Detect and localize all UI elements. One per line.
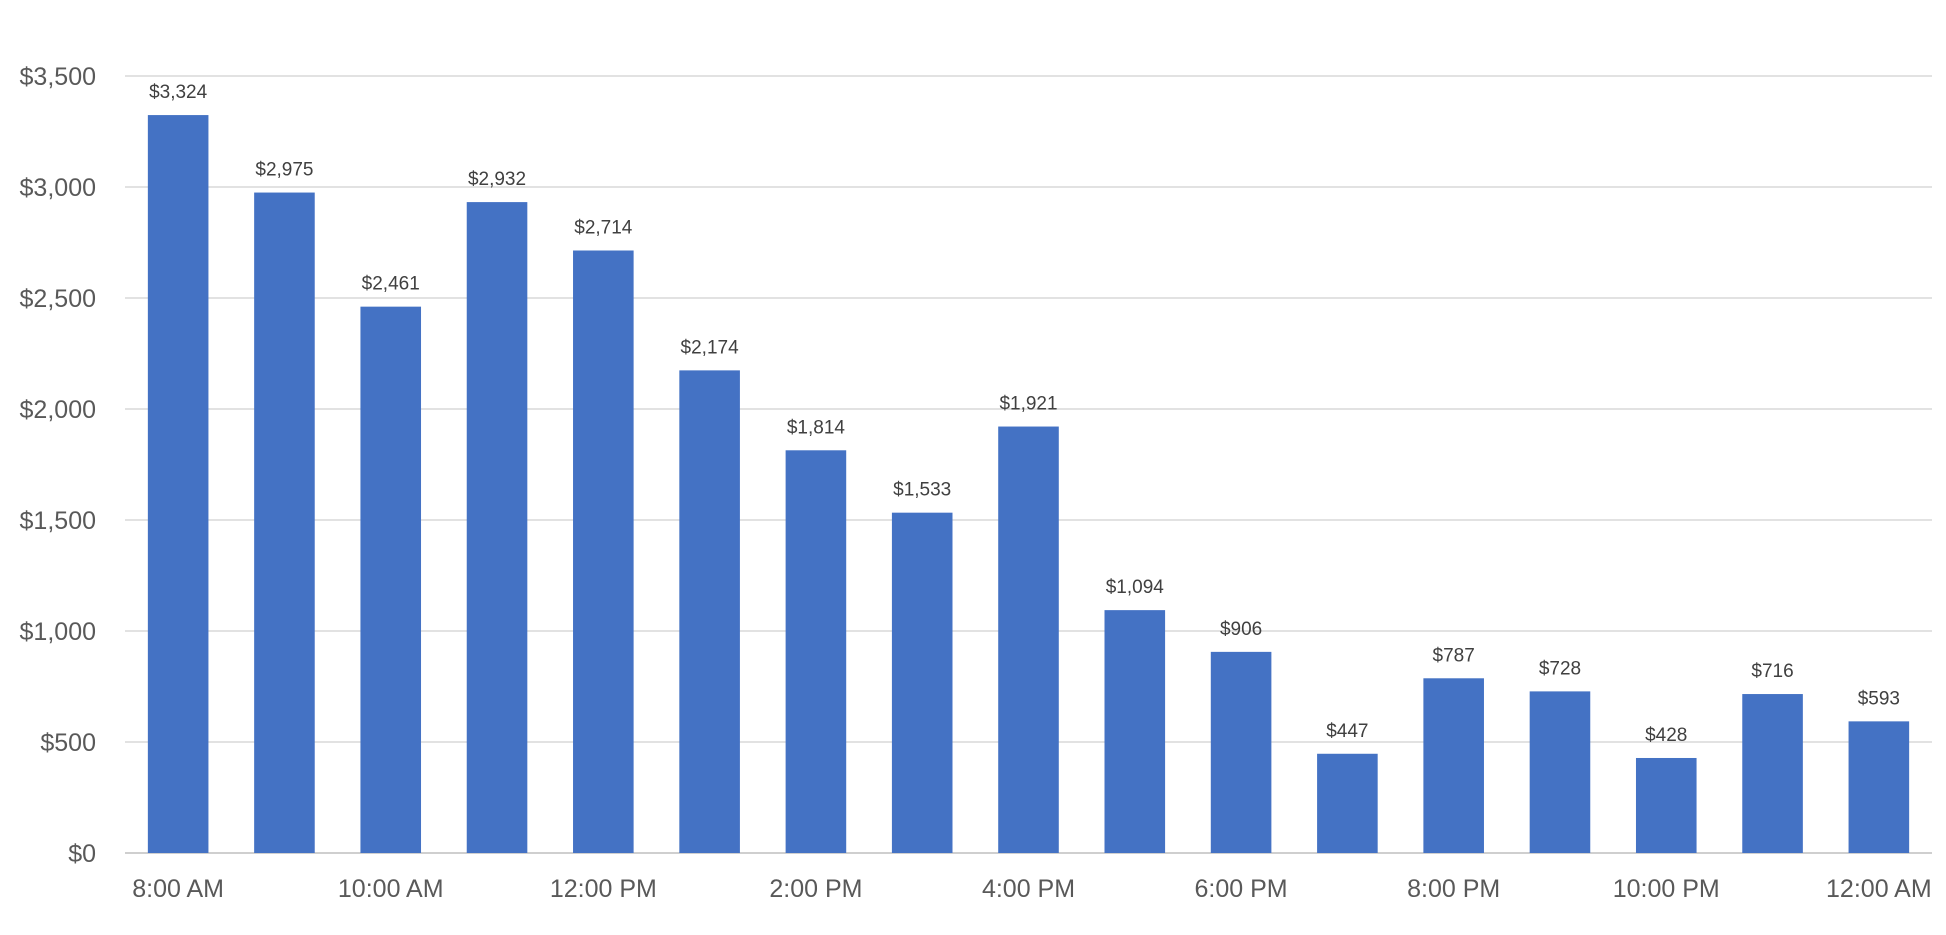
y-tick-label: $0 <box>68 840 96 868</box>
y-tick-label: $1,500 <box>20 507 96 535</box>
data-label: $428 <box>1645 725 1687 746</box>
y-tick-label: $2,000 <box>20 396 96 424</box>
data-label: $716 <box>1751 661 1793 682</box>
data-label: $728 <box>1539 658 1581 679</box>
data-label: $2,932 <box>468 169 526 190</box>
y-tick-label: $3,000 <box>20 174 96 202</box>
bar <box>466 202 528 853</box>
x-tick-label: 10:00 AM <box>338 875 444 903</box>
data-label: $1,921 <box>999 394 1057 415</box>
bar <box>147 115 209 853</box>
bar <box>1210 651 1272 853</box>
data-label: $2,461 <box>362 274 420 295</box>
data-label: $1,814 <box>787 417 846 438</box>
x-tick-label: 2:00 PM <box>769 875 862 903</box>
bar <box>1317 753 1378 853</box>
x-tick-label: 12:00 PM <box>550 875 657 903</box>
bar <box>998 426 1059 853</box>
bar <box>1848 721 1910 853</box>
x-tick-label: 12:00 AM <box>1826 875 1932 903</box>
bar <box>891 512 953 853</box>
data-label: $1,094 <box>1106 577 1165 598</box>
x-tick-label: 8:00 AM <box>132 875 224 903</box>
x-tick-label: 4:00 PM <box>982 875 1075 903</box>
y-tick-label: $1,000 <box>20 618 96 646</box>
y-tick-label: $500 <box>40 729 96 757</box>
x-tick-label: 6:00 PM <box>1195 875 1288 903</box>
bar <box>1742 694 1803 853</box>
data-label: $2,975 <box>255 160 313 181</box>
data-label: $3,324 <box>149 82 208 103</box>
y-tick-label: $3,500 <box>20 63 96 91</box>
data-label: $906 <box>1220 619 1262 640</box>
bar <box>254 192 315 854</box>
bar <box>573 250 634 853</box>
data-label: $593 <box>1858 688 1900 709</box>
data-label: $2,714 <box>574 217 633 238</box>
bar <box>785 450 847 853</box>
bar <box>1104 610 1166 853</box>
data-label: $447 <box>1326 721 1368 742</box>
data-label: $1,533 <box>893 480 951 501</box>
x-tick-label: 8:00 PM <box>1407 875 1500 903</box>
bar <box>1529 691 1591 853</box>
bar <box>1635 757 1697 853</box>
data-label: $2,174 <box>681 337 740 358</box>
data-label: $787 <box>1433 645 1475 666</box>
y-tick-label: $2,500 <box>20 285 96 313</box>
bar <box>1423 678 1484 853</box>
x-tick-label: 10:00 PM <box>1613 875 1720 903</box>
bar <box>679 370 740 853</box>
bar <box>360 306 422 854</box>
